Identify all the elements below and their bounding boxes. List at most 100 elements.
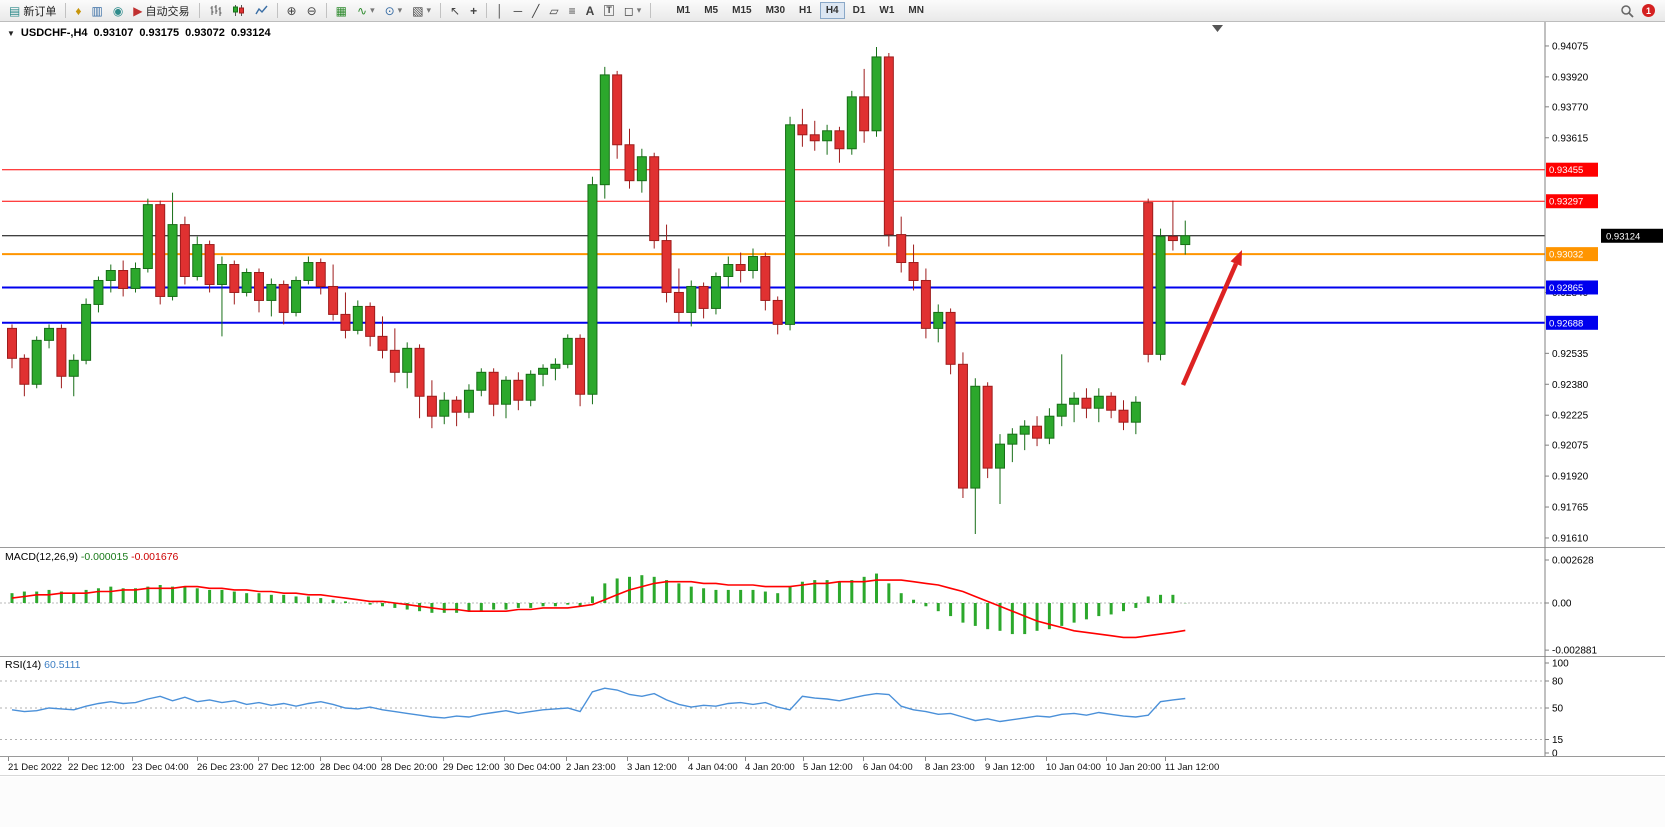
macd-histogram xyxy=(10,573,1187,635)
separator xyxy=(650,3,652,18)
timeframe-h1[interactable]: H1 xyxy=(799,5,812,16)
rsi-label: RSI(14) 60.5111 xyxy=(5,659,81,671)
new-order-button[interactable]: ▤ 新订单 xyxy=(4,2,61,20)
svg-text:0.00: 0.00 xyxy=(1552,599,1572,610)
time-tick xyxy=(68,757,69,761)
shapes-tool-button[interactable]: ◻ ▾ xyxy=(619,2,647,20)
chart-menu-icon[interactable]: ▼ xyxy=(7,28,15,38)
macd-panel[interactable]: 0.002628 0.00 -0.002881 xyxy=(0,547,1665,656)
svg-text:0: 0 xyxy=(1552,749,1558,757)
crosshair-tool-button[interactable]: + xyxy=(465,2,482,20)
notification-badge[interactable]: 1 xyxy=(1642,4,1655,17)
layouts-button[interactable]: ♦ xyxy=(70,2,86,20)
macd-value-main: -0.000015 xyxy=(80,551,129,563)
timeframe-w1[interactable]: W1 xyxy=(879,5,895,16)
time-label: 28 Dec 04:00 xyxy=(320,762,377,773)
channel-tool-button[interactable]: ▱ xyxy=(544,2,563,20)
text-icon: A xyxy=(585,3,595,18)
svg-text:0.91610: 0.91610 xyxy=(1552,533,1589,544)
timeframe-mn[interactable]: MN xyxy=(908,5,924,16)
timeframe-d1[interactable]: D1 xyxy=(852,5,866,16)
main-price-chart[interactable]: 0.940750.939200.937700.936150.928400.925… xyxy=(0,22,1665,547)
text-label-icon: T xyxy=(604,5,614,16)
time-label: 8 Jan 23:00 xyxy=(925,762,975,773)
trendline-tool-button[interactable]: ╱ xyxy=(527,2,544,20)
indicators-button[interactable]: ∿ ▾ xyxy=(352,2,380,20)
market-watch-button[interactable]: ▥ xyxy=(86,2,107,20)
time-label: 30 Dec 04:00 xyxy=(504,762,561,773)
time-label: 21 Dec 2022 xyxy=(8,762,62,773)
ohlc-close: 0.93124 xyxy=(230,27,271,39)
zoom-in-icon: ⊕ xyxy=(286,3,297,18)
svg-text:0.93032: 0.93032 xyxy=(1549,250,1583,261)
time-tick xyxy=(1165,757,1166,761)
timeframe-m1[interactable]: M1 xyxy=(676,5,691,16)
svg-text:0.92535: 0.92535 xyxy=(1552,349,1589,360)
time-label: 10 Jan 04:00 xyxy=(1046,762,1101,773)
rsi-panel[interactable]: 100 80 50 15 0 xyxy=(0,656,1665,756)
timeframe-m5[interactable]: M5 xyxy=(704,5,719,16)
rsi-name: RSI(14) xyxy=(5,659,42,671)
svg-text:0.002628: 0.002628 xyxy=(1552,556,1594,567)
search-icon[interactable] xyxy=(1620,4,1634,18)
crosshair-icon: + xyxy=(470,3,478,18)
autotrading-button[interactable]: ▶ 自动交易 xyxy=(128,2,194,20)
chart-bars-button[interactable] xyxy=(204,2,227,20)
timeframe-group: M1 M5 M15 M30 H1 H4 D1 W1 MN xyxy=(669,2,931,19)
time-label: 5 Jan 12:00 xyxy=(803,762,853,773)
vertical-line-tool-button[interactable]: │ xyxy=(491,2,509,20)
zoom-in-button[interactable]: ⊕ xyxy=(282,2,302,20)
trend-arrow xyxy=(1180,250,1242,386)
templates-icon: ▧ xyxy=(412,3,424,18)
vertical-line-icon: │ xyxy=(496,3,504,18)
new-order-label: 新订单 xyxy=(23,5,57,18)
label-tool-button[interactable]: T xyxy=(599,2,619,20)
market-watch-icon: ▥ xyxy=(91,3,103,18)
bar-chart-icon xyxy=(210,5,222,16)
svg-text:0.93770: 0.93770 xyxy=(1552,102,1589,113)
svg-text:-0.002881: -0.002881 xyxy=(1552,646,1597,656)
time-tick xyxy=(745,757,746,761)
cursor-tool-button[interactable]: ↖ xyxy=(445,2,465,20)
zoom-out-button[interactable]: ⊖ xyxy=(302,2,322,20)
price-axis: 0.940750.939200.937700.936150.928400.925… xyxy=(1545,41,1663,544)
ohlc-open: 0.93107 xyxy=(93,27,134,39)
time-tick xyxy=(443,757,444,761)
text-tool-button[interactable]: A xyxy=(581,2,600,20)
indicators-icon: ∿ xyxy=(357,3,368,18)
timeframe-m15[interactable]: M15 xyxy=(732,5,752,16)
templates-button[interactable]: ▧ ▾ xyxy=(407,2,436,20)
time-label: 29 Dec 12:00 xyxy=(443,762,500,773)
svg-text:0.92380: 0.92380 xyxy=(1552,380,1589,391)
time-tick xyxy=(320,757,321,761)
tile-windows-button[interactable]: ▦ xyxy=(331,2,352,20)
toolbar-right-group: 1 xyxy=(1620,4,1661,18)
level-lines xyxy=(2,169,1545,324)
data-window-button[interactable]: ◉ xyxy=(108,2,128,20)
shapes-icon: ◻ xyxy=(623,3,634,18)
rsi-value: 60.5111 xyxy=(44,659,81,671)
bottom-strip xyxy=(0,777,1665,827)
time-label: 26 Dec 23:00 xyxy=(197,762,254,773)
time-label: 27 Dec 12:00 xyxy=(258,762,315,773)
time-label: 23 Dec 04:00 xyxy=(132,762,189,773)
timeframe-h4[interactable]: H4 xyxy=(819,2,845,19)
time-tick xyxy=(925,757,926,761)
timeframe-m30[interactable]: M30 xyxy=(765,5,786,16)
periods-button[interactable]: ⊙ ▾ xyxy=(380,2,408,20)
time-tick xyxy=(803,757,804,761)
separator xyxy=(198,3,200,18)
svg-text:0.94075: 0.94075 xyxy=(1552,41,1589,52)
svg-text:0.91920: 0.91920 xyxy=(1552,472,1589,483)
separator xyxy=(440,3,442,18)
chart-candles-button[interactable] xyxy=(227,2,250,20)
svg-text:0.91765: 0.91765 xyxy=(1552,503,1589,514)
chart-line-button[interactable] xyxy=(250,2,273,20)
separator xyxy=(65,3,67,18)
layouts-icon: ♦ xyxy=(75,3,82,18)
time-tick xyxy=(863,757,864,761)
time-axis[interactable]: 21 Dec 2022 22 Dec 12:00 23 Dec 04:00 26 De… xyxy=(0,756,1665,776)
horizontal-line-tool-button[interactable]: ─ xyxy=(509,2,528,20)
new-order-icon: ▤ xyxy=(9,3,21,18)
fibonacci-tool-button[interactable]: ≡ xyxy=(564,2,581,20)
